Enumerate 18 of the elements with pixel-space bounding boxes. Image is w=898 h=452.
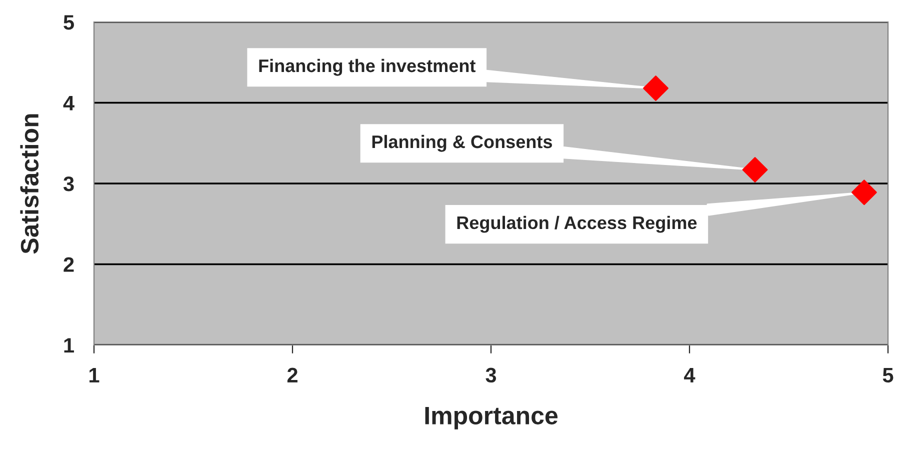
annotation: Financing the investment: [259, 58, 476, 76]
y-axis-title: Satisfaction: [20, 114, 39, 254]
point: [742, 157, 768, 182]
point: [851, 180, 877, 206]
y-tick-label: 3: [63, 176, 74, 192]
y-tick-label: 1: [64, 338, 74, 353]
x-tick-label: 3: [486, 368, 496, 383]
x-tick-label: 5: [882, 368, 894, 383]
x-tick-label: 1: [90, 368, 100, 382]
y-tick-label: 2: [64, 257, 74, 272]
x-axis-title: Importance: [425, 407, 558, 430]
annotation: Regulation / Access Regime: [457, 216, 697, 233]
x-tick-label: 2: [287, 368, 298, 382]
annotation: Planning & Consents: [372, 134, 552, 152]
point: [643, 76, 668, 101]
y-tick-label: 4: [63, 96, 74, 110]
y-tick-label: 5: [64, 15, 74, 30]
x-tick-label: 4: [684, 368, 696, 382]
